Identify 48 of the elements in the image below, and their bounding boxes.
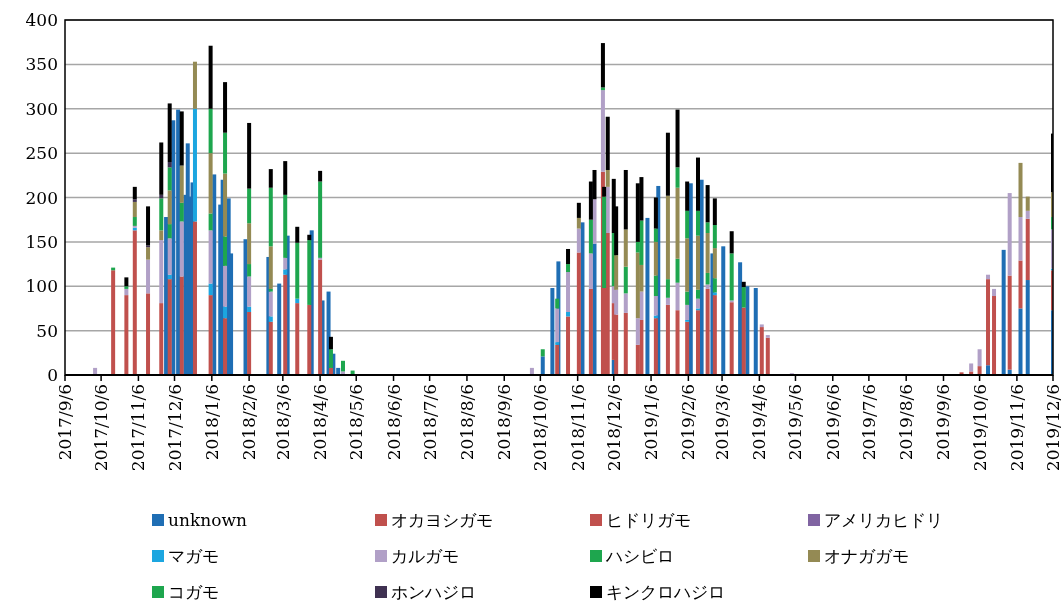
x-tick-label: 2018/5/6 xyxy=(346,384,367,461)
x-tick-label: 2018/2/6 xyxy=(239,384,260,461)
x-tick-label: 2019/10/6 xyxy=(969,384,990,472)
y-tick-label: 200 xyxy=(25,187,58,208)
x-tick-label: 2018/11/6 xyxy=(567,384,588,472)
x-tick-label: 2019/11/6 xyxy=(1006,384,1027,472)
x-tick-label: 2019/4/6 xyxy=(749,384,770,461)
legend-label: コガモ xyxy=(168,582,219,602)
y-tick-label: 0 xyxy=(47,365,58,385)
legend-label: オカヨシガモ xyxy=(391,510,493,530)
x-tick-label: 2018/8/6 xyxy=(456,384,477,461)
legend-label: ヒドリガモ xyxy=(606,510,691,530)
x-tick-label: 2018/12/6 xyxy=(603,384,624,472)
x-tick-label: 2018/4/6 xyxy=(310,384,331,461)
legend-label: ホンハジロ xyxy=(391,582,476,602)
x-tick-label: 2017/9/6 xyxy=(55,384,75,461)
y-tick-label: 100 xyxy=(25,276,58,297)
x-tick-label: 2019/12/6 xyxy=(1043,384,1062,472)
x-tick-label: 2018/1/6 xyxy=(201,384,222,461)
x-tick-label: 2017/11/6 xyxy=(128,384,149,472)
x-tick-label: 2018/9/6 xyxy=(494,384,515,461)
legend-label: unknown xyxy=(168,510,247,530)
x-tick-label: 2018/7/6 xyxy=(419,384,440,461)
x-tick-label: 2019/8/6 xyxy=(896,384,917,461)
y-tick-label: 300 xyxy=(25,98,58,119)
legend-label: マガモ xyxy=(168,546,219,566)
legend-label: キンクロハジロ xyxy=(606,582,725,602)
x-tick-label: 2019/3/6 xyxy=(712,384,733,461)
x-tick-label: 2017/10/6 xyxy=(91,384,112,472)
x-tick-label: 2019/1/6 xyxy=(641,384,662,461)
y-tick-label: 150 xyxy=(25,231,58,252)
y-tick-label: 250 xyxy=(25,143,58,164)
legend-label: アメリカヒドリ xyxy=(824,510,943,530)
x-tick-label: 2017/12/6 xyxy=(164,384,185,472)
x-tick-label: 2019/7/6 xyxy=(858,384,879,461)
x-tick-label: 2018/10/6 xyxy=(530,384,551,472)
y-tick-label: 350 xyxy=(25,54,58,75)
y-tick-label: 50 xyxy=(36,320,58,341)
legend-label: ハシビロ xyxy=(605,546,674,566)
x-tick-label: 2018/6/6 xyxy=(383,384,404,461)
legend-label: オナガガモ xyxy=(824,546,909,566)
x-tick-label: 2018/3/6 xyxy=(272,384,293,461)
legend-label: カルガモ xyxy=(391,546,459,566)
x-tick-label: 2019/5/6 xyxy=(785,384,806,461)
x-tick-label: 2019/9/6 xyxy=(933,384,954,461)
x-tick-label: 2019/6/6 xyxy=(822,384,843,461)
y-tick-label: 400 xyxy=(25,10,58,30)
x-tick-label: 2019/2/6 xyxy=(678,384,699,461)
